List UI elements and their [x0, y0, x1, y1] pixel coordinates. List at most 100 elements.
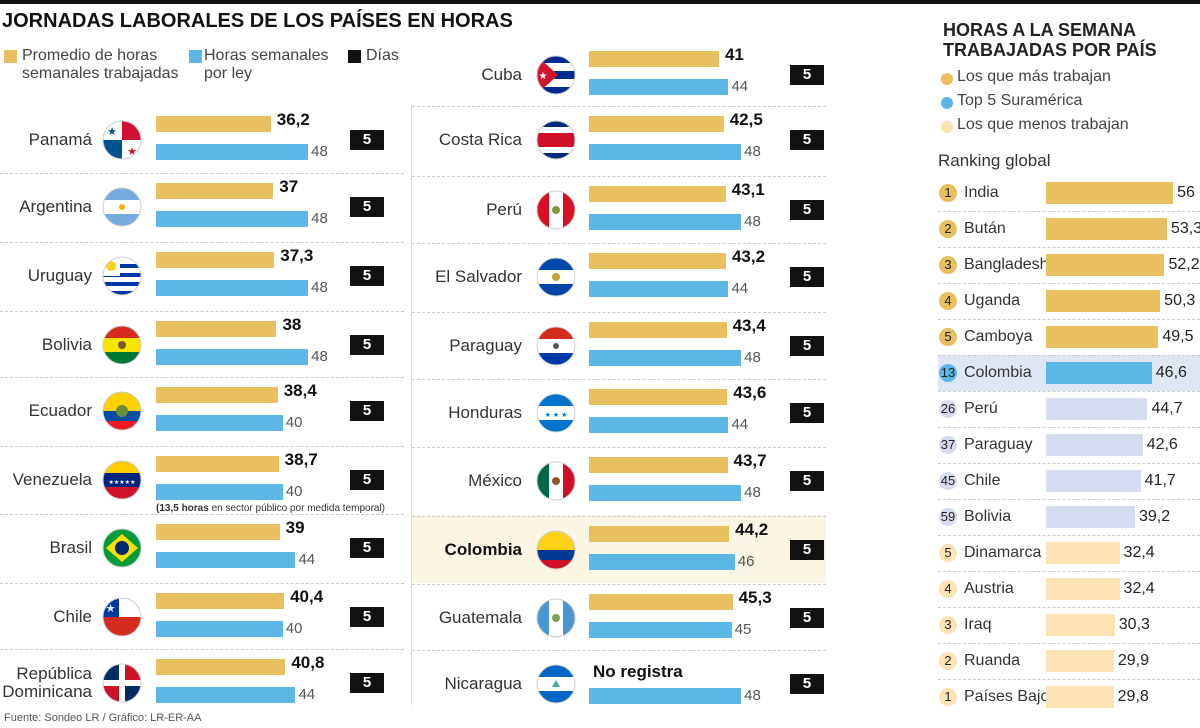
days-badge: 5	[790, 471, 824, 491]
ranking-country: Dinamarca	[964, 544, 1042, 561]
days-badge: 5	[350, 607, 384, 627]
ranking-separator	[938, 571, 1200, 572]
row-separator	[412, 379, 826, 380]
days-badge: 5	[350, 335, 384, 355]
days-badge: 5	[350, 673, 384, 693]
avg-bar	[589, 116, 724, 132]
ranking-separator	[938, 319, 1200, 320]
avg-value: 38,7	[284, 450, 318, 469]
row-separator	[0, 583, 404, 584]
avg-value: 40,8	[291, 653, 325, 672]
law-value: 48	[311, 210, 328, 227]
nicaragua-flag-icon	[536, 664, 576, 704]
ranking-value: 32,4	[1123, 580, 1155, 597]
svg-text:★★★★★: ★★★★★	[109, 479, 136, 486]
row-separator	[0, 377, 404, 378]
avg-bar	[589, 51, 719, 67]
ranking-country: Perú	[964, 400, 998, 417]
avg-value: 36,2	[276, 110, 310, 129]
country-name: Uruguay	[27, 266, 92, 285]
avg-bar	[589, 457, 728, 473]
law-bar	[589, 688, 742, 704]
ranking-value: 46,6	[1155, 364, 1187, 381]
top-rule	[0, 0, 1200, 4]
ranking-separator	[938, 247, 1200, 248]
law-bar	[156, 211, 309, 227]
avg-bar	[156, 116, 271, 132]
svg-text:★: ★	[539, 71, 548, 82]
ranking-bar	[1046, 182, 1174, 204]
avg-bar	[156, 183, 274, 199]
avg-value: 41	[724, 45, 744, 64]
avg-value: 43,7	[733, 451, 767, 470]
source-footer: Fuente: Sondeo LR / Gráfico: LR-ER-AA	[4, 712, 202, 724]
law-value: 48	[744, 687, 761, 704]
paraguay-flag-icon	[536, 326, 576, 366]
ranking-separator	[938, 283, 1200, 284]
law-bar	[156, 484, 283, 500]
ranking-country: Iraq	[964, 616, 992, 633]
law-bar	[156, 621, 283, 637]
ranking-country: Colombia	[964, 364, 1032, 381]
days-badge: 5	[350, 401, 384, 421]
law-bar	[156, 349, 309, 365]
legend-dot	[941, 121, 953, 133]
law-bar	[156, 687, 296, 703]
ranking-value: 44,7	[1151, 400, 1183, 417]
ranking-country: India	[964, 184, 999, 201]
ranking-value: 30,3	[1118, 616, 1150, 633]
dominican-flag-icon	[102, 663, 142, 703]
law-value: 48	[311, 143, 328, 160]
ranking-separator	[938, 679, 1200, 680]
rank-badge: 5	[939, 544, 957, 562]
country-name: Chile	[53, 607, 92, 626]
country-name: Cuba	[481, 65, 522, 84]
law-bar	[589, 350, 742, 366]
avg-bar	[156, 659, 286, 675]
legend-avg: Promedio de horas semanales trabajadas	[22, 47, 179, 82]
law-value: 48	[311, 348, 328, 365]
ranking-subtitle: Ranking global	[938, 151, 1051, 170]
ranking-value: 53,3	[1170, 220, 1200, 237]
law-value: 44	[731, 280, 749, 297]
legend-dot	[941, 73, 953, 85]
ranking-value: 41,7	[1144, 472, 1176, 489]
avg-bar	[589, 253, 726, 269]
ranking-separator	[938, 643, 1200, 644]
ranking-country: Bután	[964, 220, 1006, 237]
row-separator	[412, 447, 826, 448]
law-bar	[156, 280, 309, 296]
ranking-bar	[1046, 506, 1135, 528]
law-bar	[589, 214, 742, 230]
avg-bar	[156, 593, 285, 609]
country-name: Bolivia	[41, 335, 92, 354]
rank-badge: 1	[939, 184, 957, 202]
days-badge: 5	[790, 200, 824, 220]
rank-badge: 26	[939, 400, 957, 418]
el-salvador-flag-icon	[536, 257, 576, 297]
days-badge: 5	[350, 538, 384, 558]
ranking-country: Países Bajos	[964, 688, 1058, 705]
law-bar	[589, 622, 732, 638]
law-value: 40	[285, 483, 303, 500]
row-separator	[412, 584, 826, 585]
ranking-separator	[938, 211, 1200, 212]
row-separator	[0, 173, 404, 174]
uruguay-flag-icon	[102, 256, 142, 296]
law-bar	[589, 79, 729, 95]
avg-value: 45,3	[738, 588, 772, 607]
ranking-bar	[1046, 254, 1165, 276]
country-name: Honduras	[448, 403, 522, 422]
country-name: Costa Rica	[438, 130, 522, 149]
svg-text:★: ★	[106, 603, 116, 615]
days-badge: 5	[790, 403, 824, 423]
avg-bar	[156, 456, 279, 472]
rank-badge: 3	[939, 616, 957, 634]
days-badge: 5	[790, 267, 824, 287]
country-name: Ecuador	[28, 401, 92, 420]
country-name: Colombia	[444, 540, 522, 559]
chart-title: JORNADAS LABORALES DE LOS PAÍSES EN HORA…	[2, 10, 513, 32]
rank-badge: 3	[939, 256, 957, 274]
ranking-bar	[1046, 650, 1114, 672]
